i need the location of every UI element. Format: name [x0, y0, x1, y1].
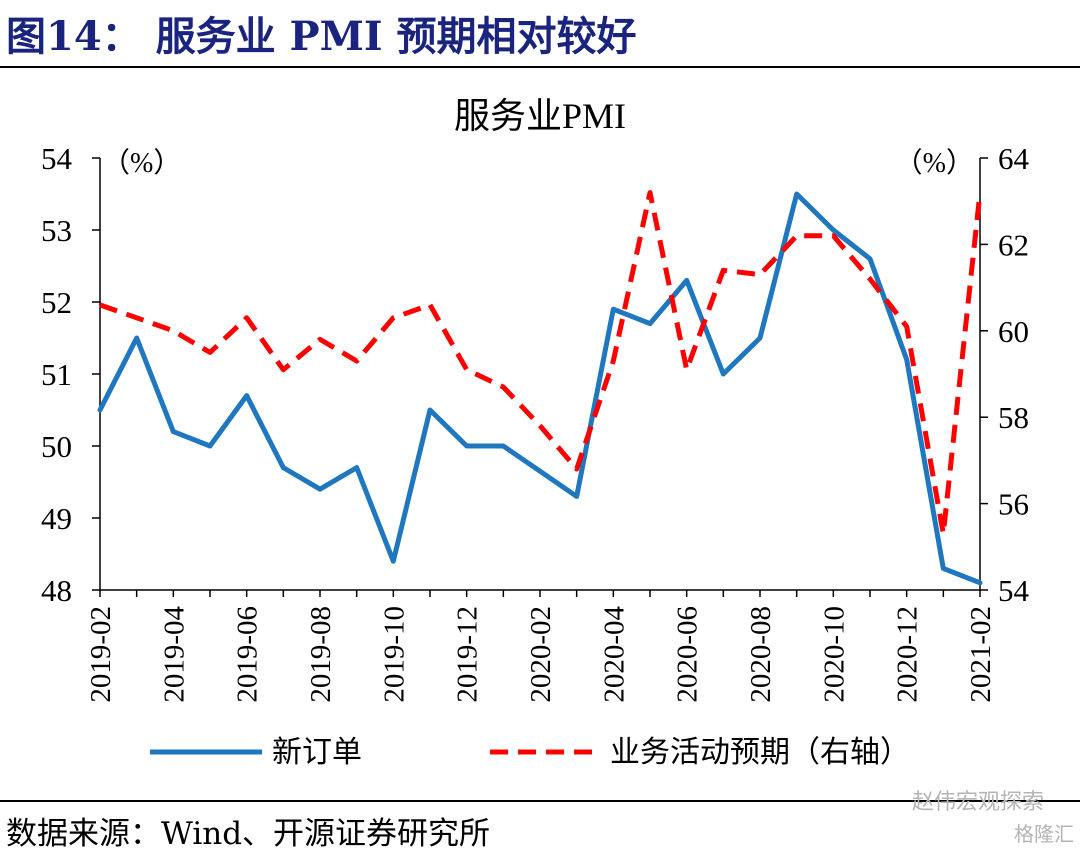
left-tick-label: 52 — [41, 285, 72, 320]
right-tick-label: 60 — [998, 314, 1029, 349]
title-rule — [0, 66, 1080, 68]
right-tick-label: 58 — [998, 400, 1029, 435]
right-tick-label: 64 — [998, 141, 1030, 176]
x-tick-label: 2020-08 — [745, 606, 777, 703]
figure-title: 图14： 服务业 PMI 预期相对较好 — [6, 13, 637, 60]
x-tick-label: 2020-06 — [672, 606, 704, 703]
x-tick-label: 2019-06 — [232, 606, 264, 703]
left-tick-label: 54 — [41, 141, 73, 176]
source-rule — [0, 800, 1080, 802]
right-tick-label: 54 — [998, 573, 1030, 608]
x-tick-label: 2020-04 — [598, 606, 630, 703]
left-tick-label: 53 — [41, 213, 72, 248]
x-tick-label: 2020-02 — [525, 606, 557, 703]
data-source: 数据来源：Wind、开源证券研究所 — [6, 816, 491, 852]
left-tick-label: 50 — [41, 429, 72, 464]
left-tick-label: 51 — [41, 357, 72, 392]
series-line-business-expectation — [99, 190, 983, 537]
x-tick-label: 2019-02 — [85, 606, 117, 703]
legend-label-new-orders: 新订单 — [272, 736, 362, 769]
right-axis-unit: （%） — [895, 147, 974, 179]
line-chart: 服务业PMI 48 49 50 51 52 53 54 54 56 58 60 62 64 （%） （%） 20… — [41, 96, 1030, 769]
left-tick-label: 49 — [41, 501, 72, 536]
left-axis-unit: （%） — [102, 147, 181, 179]
x-tick-label: 2019-12 — [452, 606, 484, 703]
x-tick-label: 2020-10 — [818, 606, 850, 703]
x-tick-label: 2020-12 — [892, 606, 924, 703]
x-tick-label: 2019-10 — [378, 606, 410, 703]
watermark: 赵伟宏观探索 — [911, 790, 1044, 815]
legend-label-business-expectation: 业务活动预期（右轴） — [610, 736, 910, 769]
watermark-secondary: 格隆汇 — [1014, 822, 1074, 846]
x-tick-label: 2019-08 — [305, 606, 337, 703]
series-line-new-orders — [97, 191, 983, 586]
right-tick-label: 62 — [998, 227, 1029, 262]
x-tick-label: 2021-02 — [965, 606, 997, 703]
x-tick-label: 2019-04 — [158, 606, 190, 703]
left-tick-label: 48 — [41, 573, 72, 608]
right-tick-label: 56 — [998, 487, 1029, 522]
chart-title: 服务业PMI — [454, 96, 626, 136]
